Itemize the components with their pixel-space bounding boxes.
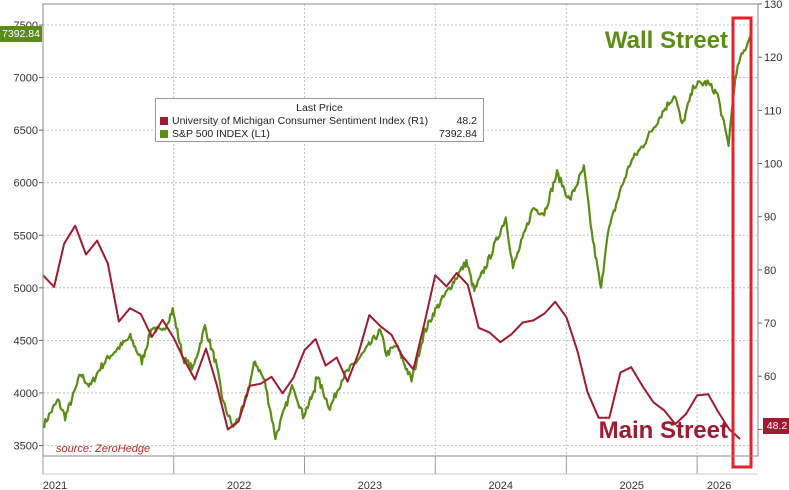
sentiment-last-value-badge: 48.2 (763, 418, 789, 434)
x-tick-label: 2024 (489, 480, 513, 490)
legend-swatch-sentiment (160, 117, 168, 125)
plot-frame (42, 3, 759, 457)
left-tick-label: 5500 (14, 230, 38, 242)
left-tick-label: 7000 (14, 73, 38, 85)
right-tick-label: 60 (764, 371, 776, 383)
right-tick-label: 130 (764, 0, 782, 11)
x-tick-label: 2021 (43, 480, 67, 490)
legend-swatch-sp500 (160, 130, 168, 138)
legend: Last Price University of Michigan Consum… (155, 98, 484, 142)
main-street-annotation: Main Street (598, 417, 728, 444)
legend-title: Last Price (296, 102, 343, 114)
legend-label-sp500: S&P 500 INDEX (L1) (172, 128, 270, 140)
left-tick-label: 5000 (14, 283, 38, 295)
left-tick-label: 4000 (14, 388, 38, 400)
legend-value-sp500: 7392.84 (439, 128, 477, 140)
left-tick-label: 4500 (14, 335, 38, 347)
series-lines (42, 35, 752, 441)
right-y-axis: 5060708090100110120130 (758, 0, 782, 436)
right-tick-label: 80 (764, 265, 776, 277)
right-tick-label: 120 (764, 52, 782, 64)
left-tick-label: 6500 (14, 125, 38, 137)
source-label: source: ZeroHedge (56, 443, 151, 455)
sp500-line (43, 35, 752, 441)
left-y-axis: 350040004500500055006000650070007500 (14, 20, 43, 452)
legend-label-sentiment: University of Michigan Consumer Sentimen… (172, 115, 429, 127)
right-tick-label: 90 (764, 212, 776, 224)
legend-item-sentiment: University of Michigan Consumer Sentimen… (160, 115, 477, 128)
left-tick-label: 6000 (14, 178, 38, 190)
right-tick-label: 70 (764, 318, 776, 330)
wall-street-annotation: Wall Street (604, 27, 728, 54)
legend-item-sp500: S&P 500 INDEX (L1) 7392.84 (160, 128, 477, 141)
x-tick-label: 2023 (358, 480, 382, 490)
x-axis: 2021 2022 2023 2024 2025 2026 (42, 456, 758, 490)
sp500-last-value-badge: 7392.84 (0, 26, 42, 42)
left-tick-label: 3500 (14, 440, 38, 452)
plot-area (43, 4, 758, 456)
sentiment-line (42, 224, 741, 440)
x-tick-label: 2022 (227, 480, 251, 490)
legend-value-sentiment: 48.2 (456, 115, 477, 127)
x-tick-label: 2025 (619, 480, 643, 490)
right-tick-label: 100 (764, 159, 782, 171)
x-tick-label: 2026 (707, 480, 731, 490)
right-tick-label: 110 (764, 105, 782, 117)
highlight-box (731, 16, 753, 469)
